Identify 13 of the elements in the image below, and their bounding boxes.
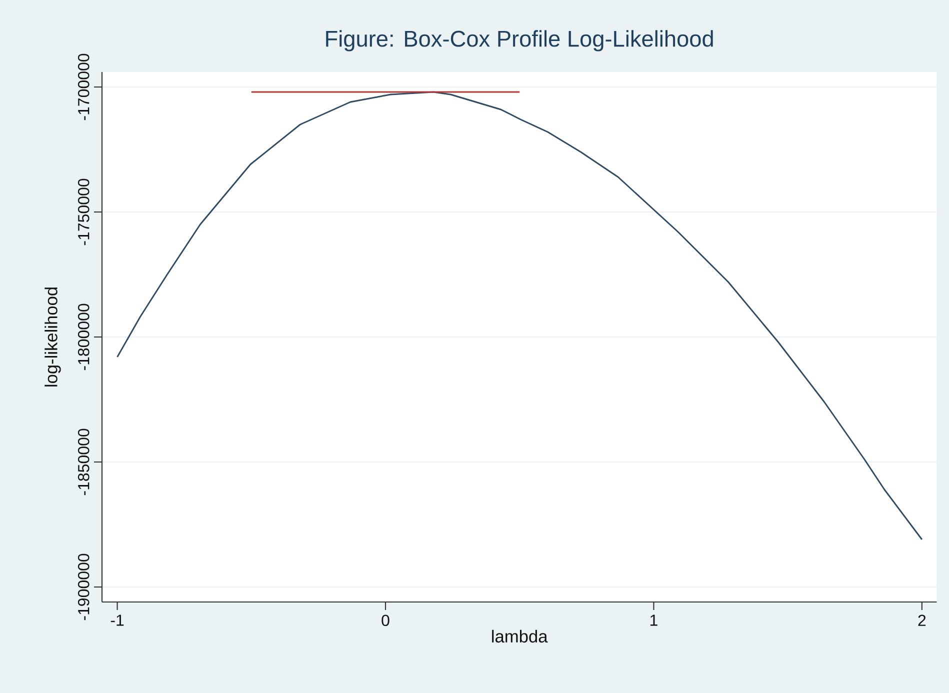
chart-title: Figure: Box-Cox Profile Log-Likelihood — [326, 30, 713, 52]
x-axis-title: lambda — [492, 630, 548, 643]
y-tick-label: -1800000 — [78, 304, 90, 370]
y-tick-label: -1700000 — [78, 54, 90, 120]
x-tick-label: 2 — [918, 614, 926, 626]
y-tick-label: -1900000 — [78, 554, 90, 620]
x-tick-label: -1 — [110, 614, 124, 626]
x-tick-label: 1 — [650, 614, 658, 626]
line-series — [116, 91, 923, 540]
x-tick-label: 0 — [382, 614, 390, 626]
y-tick-label: -1850000 — [78, 428, 90, 496]
y-axis-title: log-likelihood — [44, 288, 61, 386]
y-tick-label: -1750000 — [78, 178, 90, 246]
